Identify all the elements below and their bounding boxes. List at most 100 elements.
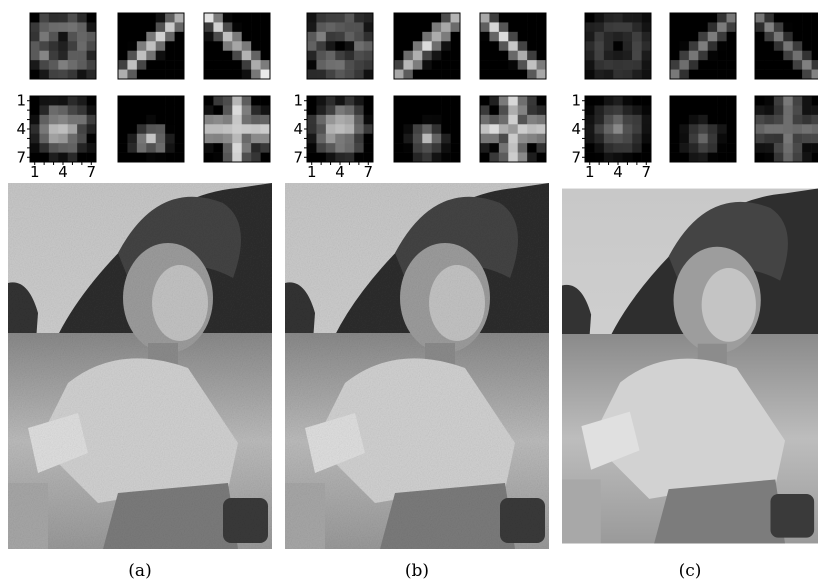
patch-pixel: [30, 22, 40, 32]
patch-pixel: [422, 143, 432, 153]
patch-pixel: [307, 153, 317, 163]
patch-pixel: [394, 32, 404, 42]
patch-pixel: [527, 115, 537, 125]
patch-pixel: [175, 13, 185, 23]
patch-pixel: [165, 115, 175, 125]
patch-pixel: [68, 96, 78, 106]
patch-pixel: [613, 41, 623, 51]
patch-pixel: [812, 105, 818, 115]
patch-pixel: [499, 60, 509, 70]
patch-pixel: [527, 41, 537, 51]
patch-pixel: [68, 105, 78, 115]
patch-pixel: [403, 41, 413, 51]
patch-pixel: [698, 96, 708, 106]
patch-pixel: [307, 51, 317, 61]
patch-pixel: [87, 13, 97, 23]
patch-pixel: [698, 153, 708, 163]
patch-pixel: [68, 22, 78, 32]
patch-pixel: [30, 96, 40, 106]
patch-pixel: [432, 51, 442, 61]
patch-pixel: [87, 96, 97, 106]
patch-pixel: [642, 13, 652, 23]
patch-pixel: [613, 32, 623, 42]
patch-pixel: [87, 41, 97, 51]
patch-pixel: [242, 51, 252, 61]
patch-pixel: [345, 51, 355, 61]
patch-pixel: [137, 70, 147, 80]
patch-pixel: [87, 124, 97, 134]
patch-pixel: [451, 60, 461, 70]
patch-pixel: [364, 60, 374, 70]
patch-pixel: [242, 70, 252, 80]
patch-pixel: [413, 124, 423, 134]
patch-pixel: [364, 115, 374, 125]
patch-pixel: [261, 70, 271, 80]
patch-pixel: [679, 96, 689, 106]
photo: [285, 183, 549, 549]
patch-pixel: [413, 60, 423, 70]
patch-pixel: [432, 70, 442, 80]
patch-pixel: [632, 96, 642, 106]
patch-pixel: [49, 51, 59, 61]
patch-pixel: [499, 115, 509, 125]
patch-pixel: [175, 22, 185, 32]
patch-pixel: [204, 60, 214, 70]
patch-pixel: [755, 96, 765, 106]
patch-pixel: [717, 22, 727, 32]
patch-pixel: [764, 41, 774, 51]
patch-pixel: [403, 70, 413, 80]
patch-pixel: [261, 13, 271, 23]
patch-pixel: [594, 51, 604, 61]
patch-pixel: [146, 124, 156, 134]
patch-pixel: [642, 115, 652, 125]
patch-pixel: [156, 143, 166, 153]
patch-pixel: [335, 124, 345, 134]
patch-pixel: [755, 153, 765, 163]
patch-pixel: [403, 51, 413, 61]
patch-pixel: [689, 13, 699, 23]
patch-pixel: [480, 153, 490, 163]
patch-pixel: [585, 13, 595, 23]
patch-pixel: [223, 41, 233, 51]
patch-pixel: [623, 22, 633, 32]
filter-patch: [204, 13, 270, 79]
patch-pixel: [242, 60, 252, 70]
patch-pixel: [156, 153, 166, 163]
panel: 147147(b): [285, 13, 549, 581]
patch-pixel: [679, 115, 689, 125]
patch-pixel: [499, 105, 509, 115]
patch-pixel: [670, 41, 680, 51]
patch-pixel: [213, 60, 223, 70]
patch-pixel: [223, 124, 233, 134]
patch-pixel: [127, 124, 137, 134]
patch-pixel: [632, 134, 642, 144]
patch-pixel: [251, 115, 261, 125]
patch-pixel: [156, 60, 166, 70]
patch-pixel: [708, 153, 718, 163]
filter-patch: [118, 13, 184, 79]
patch-pixel: [727, 51, 737, 61]
patch-pixel: [689, 143, 699, 153]
patch-pixel: [39, 60, 49, 70]
patch-pixel: [537, 51, 547, 61]
patch-pixel: [451, 105, 461, 115]
patch-pixel: [137, 115, 147, 125]
patch-pixel: [118, 105, 128, 115]
filter-patch: [480, 96, 546, 162]
patch-pixel: [127, 60, 137, 70]
patch-pixel: [68, 115, 78, 125]
patch-pixel: [87, 134, 97, 144]
patch-pixel: [364, 22, 374, 32]
patch-pixel: [403, 153, 413, 163]
patch-pixel: [642, 143, 652, 153]
patch-pixel: [708, 51, 718, 61]
patch-pixel: [403, 134, 413, 144]
patch-pixel: [242, 134, 252, 144]
patch-pixel: [451, 124, 461, 134]
patch-pixel: [49, 22, 59, 32]
patch-pixel: [68, 13, 78, 23]
patch-pixel: [812, 115, 818, 125]
patch-pixel: [812, 13, 818, 23]
patch-pixel: [422, 134, 432, 144]
patch-pixel: [793, 124, 803, 134]
